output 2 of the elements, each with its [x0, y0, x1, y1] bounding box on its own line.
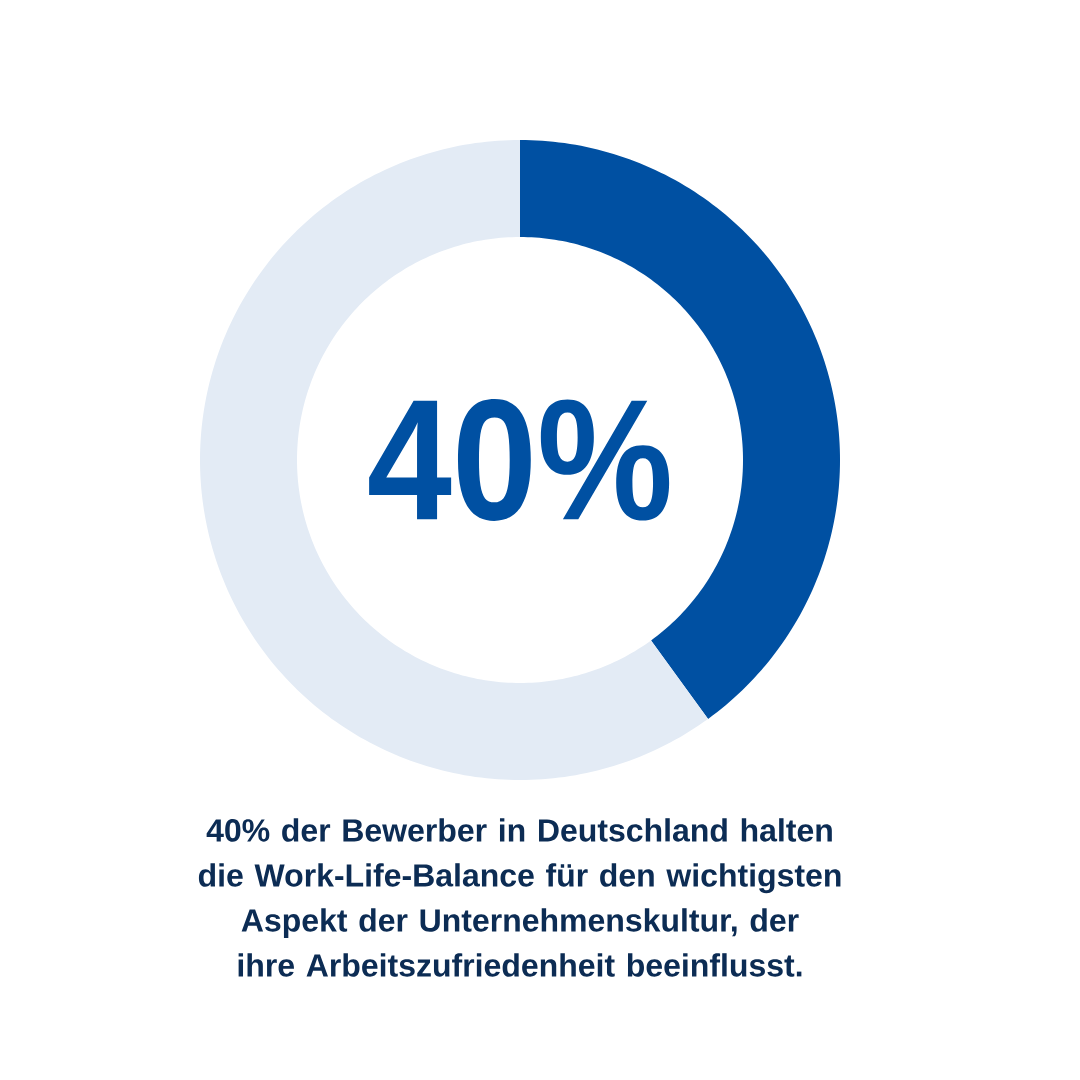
text: 40% der Bewerber in Deutschland halten die Work-Life-Balance für den wichtigsten Aspekt der Unternehmenskultur, der ihre Arbeitszufriedenheit beeinflusst. — [198, 818, 841, 977]
text: 40% — [369, 399, 670, 521]
